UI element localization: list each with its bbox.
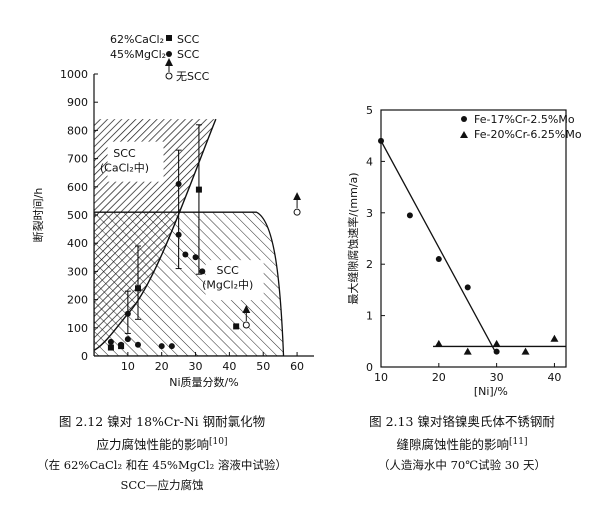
y-tick-label: 500 — [67, 209, 88, 222]
y-tick-label: 900 — [67, 96, 88, 109]
legend-triangle — [460, 131, 468, 138]
legend-circle — [166, 51, 172, 57]
y-axis-label: 最大缝隙腐蚀速率/(mm/a) — [346, 172, 360, 304]
x-axis-label: [Ni]/% — [474, 385, 508, 398]
x-tick-label: 60 — [290, 360, 304, 373]
legend-open-circle — [165, 72, 173, 80]
left-caption: 图 2.12 镍对 18%Cr-Ni 钢耐氯化物 应力腐蚀性能的影响[10] （… — [12, 412, 312, 495]
fit-line — [380, 140, 498, 355]
point-square — [233, 323, 240, 330]
x-tick-label: 40 — [222, 360, 236, 373]
y-tick-label: 3 — [366, 207, 373, 220]
point-circle — [175, 231, 182, 238]
y-tick-label: 600 — [67, 181, 88, 194]
point-circle — [406, 212, 413, 219]
y-tick-label: 100 — [67, 322, 88, 335]
point-circle — [182, 251, 189, 258]
ni-crevice-corrosion-chart: 10 20 30 40 0 1 2 3 4 5 [Ni]/% 最大缝隙腐蚀速率/(mm/a) Fe-1… — [346, 104, 582, 398]
right-caption: 图 2.13 镍对铬镍奥氏体不锈钢耐 缝隙腐蚀性能的影响[11] （人造海水中 … — [322, 412, 602, 475]
x-tick-label: 40 — [547, 371, 561, 384]
y-tick-label: 200 — [67, 294, 88, 307]
legend-value-mgcl2: SCC — [177, 48, 200, 61]
point-circle — [124, 336, 131, 343]
y-tick-label: 400 — [67, 237, 88, 250]
legend-square — [166, 35, 172, 41]
right-caption-line2-text: 缝隙腐蚀性能的影响 — [396, 437, 510, 453]
point-circle — [464, 284, 471, 291]
region-label-cacl2: SCC — [113, 147, 136, 160]
x-axis-label: Ni质量分数/% — [169, 376, 238, 389]
y-tick-label: 800 — [67, 124, 88, 137]
point-triangle — [550, 334, 559, 342]
x-tick-label: 30 — [490, 371, 504, 384]
legend-circle — [461, 116, 467, 122]
right-caption-line2: 缝隙腐蚀性能的影响[11] — [322, 432, 602, 455]
legend-label-fe17: Fe-17%Cr-2.5%Mo — [474, 113, 575, 126]
label-bg-cacl2 — [107, 141, 164, 182]
x-tick-label: 20 — [155, 360, 169, 373]
y-tick-label: 700 — [67, 153, 88, 166]
x-tick-label: 50 — [256, 360, 270, 373]
point-circle — [175, 180, 182, 187]
region-label-cacl2-sub: (CaCl₂中) — [100, 161, 149, 174]
left-caption-line3: （在 62%CaCl₂ 和在 45%MgCl₂ 溶液中试验） — [37, 458, 287, 473]
point-open-circle — [293, 208, 301, 216]
point-open-circle — [242, 321, 250, 329]
point-circle — [168, 343, 175, 350]
point-circle — [435, 256, 442, 263]
point-circle — [192, 254, 199, 261]
point-triangle — [434, 339, 443, 347]
legend-label-mgcl2: 45%MgCl₂ — [110, 48, 166, 61]
point-circle — [493, 348, 500, 355]
ni-rupture-time-chart: 10 20 30 40 50 600100200300400500600700800900… — [31, 33, 314, 389]
x-tick-label: 10 — [374, 371, 388, 384]
right-caption-line1: 图 2.13 镍对铬镍奥氏体不锈钢耐 — [369, 414, 555, 429]
point-square — [107, 344, 114, 351]
legend-value-cacl2: SCC — [177, 33, 200, 46]
y-tick-label: 1 — [366, 310, 373, 323]
legend-value-noscc: 无SCC — [176, 70, 210, 83]
y-tick-label: 5 — [366, 104, 373, 117]
y-tick-label: 300 — [67, 265, 88, 278]
right-caption-line3: （人造海水中 70℃试验 30 天） — [377, 458, 547, 473]
legend-label-fe20: Fe-20%Cr-6.25%Mo — [474, 128, 582, 141]
y-axis-label: 断裂时间/h — [31, 188, 45, 243]
region-cacl2-boundary — [94, 118, 217, 351]
x-tick-label: 20 — [432, 371, 446, 384]
y-tick-label: 4 — [366, 155, 373, 168]
point-square — [135, 285, 141, 292]
y-tick-label: 0 — [81, 350, 88, 363]
point-circle — [118, 341, 125, 348]
x-tick-label: 10 — [121, 360, 135, 373]
point-triangle — [521, 347, 530, 355]
point-circle — [199, 268, 206, 275]
region-label-mgcl2-sub: (MgCl₂中) — [202, 278, 253, 291]
left-caption-line2: 应力腐蚀性能的影响[10] — [12, 432, 312, 455]
left-caption-ref: [10] — [209, 437, 228, 447]
plot-frame — [380, 109, 567, 368]
right-caption-ref: [11] — [509, 437, 528, 447]
left-caption-line2-text: 应力腐蚀性能的影响 — [96, 437, 210, 453]
point-circle — [135, 341, 141, 348]
point-circle — [107, 338, 114, 345]
point-circle — [378, 137, 384, 144]
left-caption-line4: SCC—应力腐蚀 — [120, 478, 204, 493]
left-caption-line1: 图 2.12 镍对 18%Cr-Ni 钢耐氯化物 — [58, 414, 266, 429]
legend-label-cacl2: 62%CaCl₂ — [110, 33, 164, 46]
x-tick-label: 30 — [189, 360, 203, 373]
point-circle — [158, 343, 165, 350]
y-tick-label: 1000 — [60, 68, 88, 81]
point-triangle — [492, 339, 501, 347]
point-square — [195, 186, 202, 193]
y-tick-label: 0 — [366, 361, 373, 374]
point-circle — [124, 310, 131, 317]
point-triangle — [463, 347, 472, 355]
region-label-mgcl2: SCC — [217, 264, 240, 277]
y-tick-label: 2 — [366, 258, 373, 271]
label-bg-mgcl2 — [205, 260, 264, 301]
